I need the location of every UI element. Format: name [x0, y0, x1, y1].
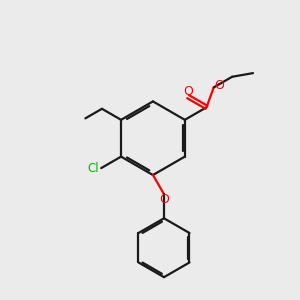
Text: Cl: Cl	[87, 162, 99, 175]
Text: O: O	[214, 80, 224, 92]
Text: O: O	[159, 193, 169, 206]
Text: O: O	[183, 85, 193, 98]
